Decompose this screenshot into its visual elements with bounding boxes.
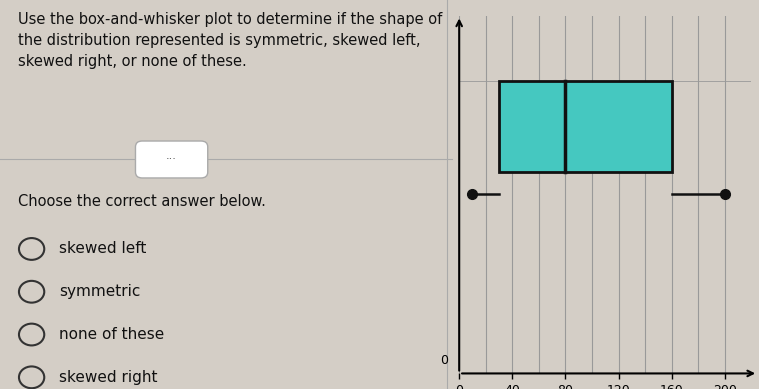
Text: skewed left: skewed left	[58, 242, 146, 256]
Text: symmetric: symmetric	[58, 284, 140, 299]
Text: 0: 0	[440, 354, 449, 367]
Text: Choose the correct answer below.: Choose the correct answer below.	[18, 194, 266, 210]
Text: ···: ···	[166, 154, 177, 165]
Text: none of these: none of these	[58, 327, 164, 342]
Text: Use the box-and-whisker plot to determine if the shape of
the distribution repre: Use the box-and-whisker plot to determin…	[18, 12, 442, 69]
Text: skewed right: skewed right	[58, 370, 157, 385]
FancyBboxPatch shape	[135, 141, 208, 178]
Bar	[499, 81, 672, 172]
